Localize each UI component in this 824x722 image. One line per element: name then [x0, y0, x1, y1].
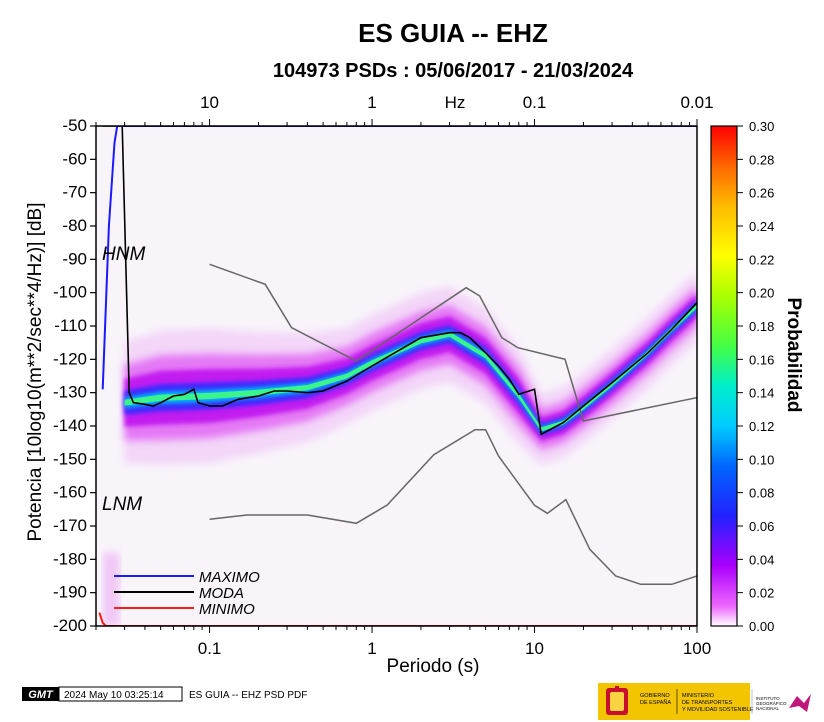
colorbar-tick-label: 0.14	[749, 386, 774, 401]
y-tick-label: -50	[62, 116, 87, 135]
y-tick-label: -120	[53, 349, 87, 368]
colorbar-axis: 0.00 0.02 0.04 0.06 0.08 0.10 0.12 0.14 0.16 0.18…	[737, 119, 774, 634]
y-axis-label: Potencia [10log10(m**2/sec**4/Hz)] [dB]	[25, 202, 46, 541]
colorbar-tick-label: 0.02	[749, 586, 774, 601]
ministry-line-2: DE TRANSPORTES	[682, 700, 733, 706]
y-tick-label: -180	[53, 549, 87, 568]
colorbar-tick-label: 0.30	[749, 119, 774, 134]
density-lowleft	[102, 552, 120, 626]
y-axis: -50 -60 -70 -80 -90 -100 -110 -120 -130 -140 -150 -…	[53, 116, 96, 635]
timestamp: 2024 May 10 03:25:14	[64, 690, 164, 701]
chart-title: ES GUIA -- EHZ	[358, 18, 548, 48]
density-mid	[124, 294, 697, 442]
y-tick-label: -200	[53, 616, 87, 635]
colorbar-tick-label: 0.12	[749, 419, 774, 434]
y-tick-label: -140	[53, 416, 87, 435]
colorbar-tick-label: 0.28	[749, 152, 774, 167]
y-tick-label: -130	[53, 383, 87, 402]
gmt-logo	[22, 687, 59, 701]
ign-line-1: INSTITUTO	[756, 696, 780, 701]
x-tick-label: 1	[367, 639, 376, 658]
series-moda	[102, 126, 697, 436]
legend-label-maximo: MAXIMO	[199, 569, 260, 586]
series-maximo	[101, 126, 697, 390]
top-tick-label: 1	[367, 93, 376, 112]
plot-filename: ES GUIA -- EHZ PSD PDF	[189, 690, 307, 701]
gov-line-2: DE ESPAÑA	[640, 699, 671, 706]
colorbar-tick-label: 0.10	[749, 452, 774, 467]
gov-line-1: GOBIERNO	[640, 693, 670, 699]
y-tick-label: -190	[53, 583, 87, 602]
top-tick-label: 0.1	[523, 93, 547, 112]
colorbar-tick-label: 0.06	[749, 519, 774, 534]
hnm-label: HNM	[102, 244, 145, 265]
colorbar-tick-label: 0.26	[749, 186, 774, 201]
y-tick-label: -170	[53, 516, 87, 535]
timestamp-box	[58, 686, 183, 702]
x-tick-label: 0.1	[198, 639, 222, 658]
probability-density	[102, 270, 697, 626]
spain-coat-of-arms-icon	[606, 686, 628, 715]
ign-line-2: GEOGRÁFICO	[756, 700, 787, 706]
colorbar-tick-label: 0.18	[749, 319, 774, 334]
y-tick-label: -90	[62, 249, 87, 268]
ministry-line-3: Y MOVILIDAD SOSTENIBLE	[682, 707, 754, 713]
x-axis: 0.1 1 10 100	[95, 119, 711, 658]
legend-label-minimo: MINIMO	[199, 601, 255, 618]
y-tick-label: -100	[53, 283, 87, 302]
y-tick-label: -60	[62, 149, 87, 168]
colorbar-tick-label: 0.04	[749, 552, 774, 567]
noise-model-hnm	[209, 263, 697, 422]
y-tick-label: -160	[53, 483, 87, 502]
colorbar-tick-label: 0.22	[749, 252, 774, 267]
colorbar-tick-label: 0.08	[749, 486, 774, 501]
x-axis-label: Periodo (s)	[387, 656, 480, 677]
ministry-line-1: MINISTERIO	[682, 693, 715, 699]
colorbar-tick-label: 0.16	[749, 352, 774, 367]
x-tick-label: 100	[683, 639, 711, 658]
chart-subtitle: 104973 PSDs : 05/06/2017 - 21/03/2024	[273, 60, 634, 82]
colorbar-tick-label: 0.20	[749, 286, 774, 301]
plot-frame	[95, 125, 698, 627]
legend-label-moda: MODA	[199, 585, 244, 602]
colorbar-tick-label: 0.24	[749, 219, 774, 234]
y-tick-label: -70	[62, 183, 87, 202]
ign-logo-icon	[789, 694, 811, 712]
colorbar	[710, 125, 738, 627]
density-inner	[124, 300, 697, 436]
x-tick-label: 10	[525, 639, 544, 658]
y-tick-label: -110	[54, 316, 87, 335]
gmt-logo-text: GMT	[28, 689, 54, 701]
y-tick-label: -150	[53, 449, 87, 468]
colorbar-label: Probabilidad	[783, 297, 804, 412]
y-tick-label: -80	[62, 216, 87, 235]
plot-lines	[98, 126, 697, 626]
top-axis: 10 1 0.1 0.01	[200, 93, 713, 112]
top-axis-label: Hz	[445, 93, 466, 112]
top-tick-label: 0.01	[680, 93, 713, 112]
colorbar-tick-label: 0.00	[749, 619, 774, 634]
lnm-label: LNM	[102, 494, 142, 515]
footer: GMT 2024 May 10 03:25:14 ES GUIA -- EHZ …	[22, 683, 811, 720]
series-minimo	[98, 612, 697, 626]
ign-line-3: NACIONAL	[756, 706, 780, 711]
legend: MAXIMO MODA MINIMO	[114, 569, 260, 618]
noise-model-lnm	[209, 428, 697, 586]
top-tick-label: 10	[200, 93, 219, 112]
